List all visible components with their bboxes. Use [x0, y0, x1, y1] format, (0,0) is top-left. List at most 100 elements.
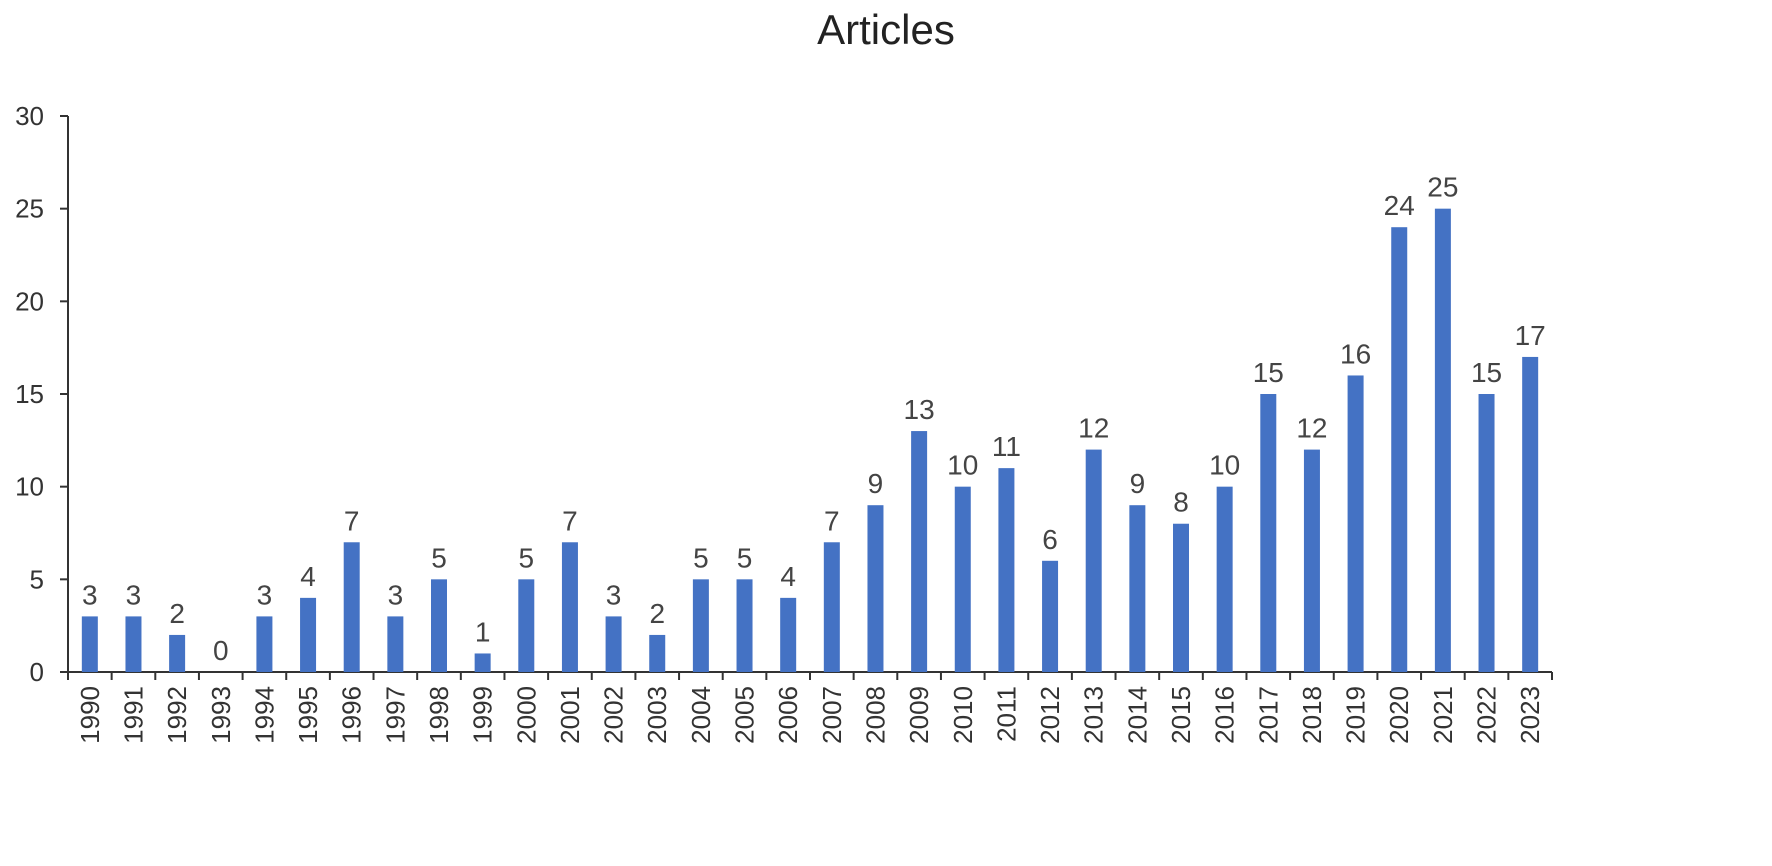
data-label: 8: [1173, 487, 1189, 518]
data-label: 2: [649, 598, 665, 629]
x-tick-label: 2018: [1297, 686, 1327, 744]
data-label: 12: [1078, 413, 1109, 444]
bar: [1347, 375, 1364, 672]
data-label: 17: [1515, 320, 1546, 351]
data-label: 16: [1340, 338, 1371, 369]
bar: [1260, 394, 1277, 672]
bar: [605, 616, 622, 672]
data-label: 2: [169, 598, 185, 629]
data-label: 4: [300, 561, 316, 592]
bar: [169, 634, 186, 672]
y-tick-label: 30: [15, 101, 44, 131]
bar: [780, 597, 797, 672]
bar: [474, 653, 491, 672]
data-label: 10: [1209, 450, 1240, 481]
data-label: 12: [1296, 413, 1327, 444]
data-label: 3: [606, 579, 622, 610]
data-label: 4: [780, 561, 796, 592]
bar: [81, 616, 98, 672]
bar: [1391, 227, 1408, 672]
bar: [1042, 560, 1059, 672]
x-tick-label: 2003: [642, 686, 672, 744]
x-tick-label: 1997: [380, 686, 410, 744]
bar: [736, 579, 753, 672]
y-tick-label: 0: [30, 657, 44, 687]
x-tick-label: 2010: [948, 686, 978, 744]
x-tick-label: 2015: [1166, 686, 1196, 744]
data-label: 5: [519, 542, 535, 573]
y-tick-label: 15: [15, 379, 44, 409]
bar: [1173, 523, 1189, 672]
bar: [823, 542, 840, 672]
data-label: 1: [475, 616, 491, 647]
bar: [1478, 394, 1495, 672]
bar: [1522, 356, 1539, 672]
data-label: 10: [947, 450, 978, 481]
bar: [1434, 208, 1451, 672]
y-tick-label: 10: [15, 472, 44, 502]
bar: [692, 579, 709, 672]
data-label: 25: [1427, 172, 1458, 203]
data-label: 11: [992, 431, 1021, 462]
bar: [300, 597, 317, 672]
x-tick-label: 1991: [118, 686, 148, 744]
data-label: 9: [1130, 468, 1146, 499]
x-tick-label: 2008: [860, 686, 890, 744]
x-tick-label: 2006: [773, 686, 803, 744]
x-tick-label: 1994: [249, 686, 279, 744]
data-label: 0: [213, 635, 229, 666]
bar: [1085, 449, 1102, 672]
x-tick-label: 1993: [206, 686, 236, 744]
x-tick-label: 1998: [424, 686, 454, 744]
data-label: 5: [431, 542, 447, 573]
bar: [867, 505, 884, 672]
bar: [343, 542, 360, 672]
data-label: 5: [693, 542, 709, 573]
x-tick-label: 1992: [162, 686, 192, 744]
x-tick-label: 2004: [686, 686, 716, 744]
x-tick-label: 2017: [1253, 686, 1283, 744]
data-label: 3: [126, 579, 142, 610]
y-tick-label: 20: [15, 286, 44, 316]
bar: [911, 431, 928, 672]
bar: [431, 579, 447, 672]
data-label: 3: [388, 579, 404, 610]
bar: [1216, 486, 1233, 672]
y-tick-label: 25: [15, 194, 44, 224]
bar: [518, 579, 535, 672]
bar: [1129, 505, 1146, 672]
data-label: 3: [257, 579, 273, 610]
x-tick-label: 2001: [555, 686, 585, 744]
bar: [954, 486, 971, 672]
x-tick-label: 2020: [1384, 686, 1414, 744]
x-tick-label: 2023: [1515, 686, 1545, 744]
x-tick-label: 2019: [1341, 686, 1371, 744]
chart-title: Articles: [817, 6, 955, 53]
x-tick-label: 1996: [337, 686, 367, 744]
x-tick-label: 2021: [1428, 686, 1458, 744]
bar: [387, 616, 404, 672]
data-label: 3: [82, 579, 98, 610]
bar: [125, 616, 142, 672]
x-tick-label: 2005: [730, 686, 760, 744]
data-label: 6: [1042, 524, 1058, 555]
x-tick-label: 2014: [1122, 686, 1152, 744]
x-tick-label: 2009: [904, 686, 934, 744]
y-tick-label: 5: [30, 564, 44, 594]
data-label: 5: [737, 542, 753, 573]
bar: [649, 634, 666, 672]
x-tick-label: 2007: [817, 686, 847, 744]
x-tick-label: 2012: [1035, 686, 1065, 744]
data-label: 15: [1253, 357, 1284, 388]
bar: [1303, 449, 1320, 672]
x-tick-label: 2000: [511, 686, 541, 744]
data-label: 7: [824, 505, 840, 536]
data-label: 15: [1471, 357, 1502, 388]
bar: [561, 542, 578, 672]
bar: [256, 616, 273, 672]
x-tick-label: 1990: [75, 686, 105, 744]
data-label: 13: [904, 394, 935, 425]
x-tick-label: 2002: [599, 686, 629, 744]
x-tick-label: 2016: [1210, 686, 1240, 744]
